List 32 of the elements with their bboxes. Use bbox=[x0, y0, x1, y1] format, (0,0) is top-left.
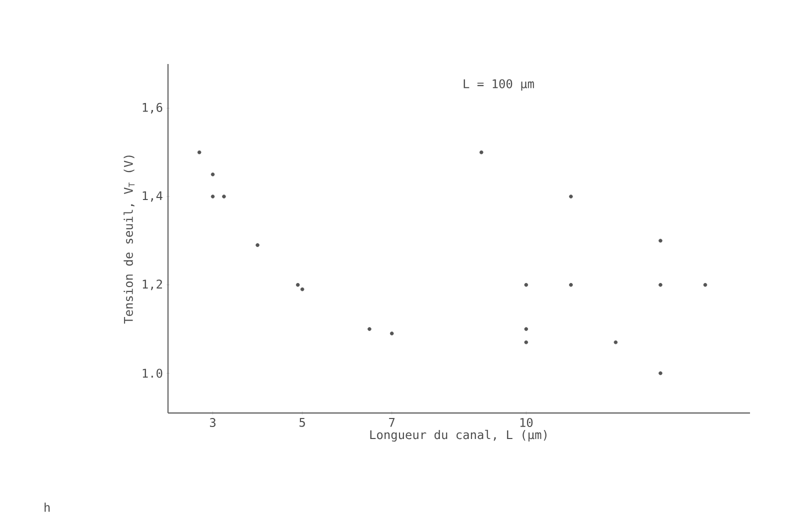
x-tick-label: 7 bbox=[389, 418, 395, 427]
text: Tension de seuil, V$_{T}$ (V) bbox=[124, 156, 135, 324]
point bbox=[524, 340, 528, 344]
point bbox=[222, 194, 226, 198]
point bbox=[296, 282, 300, 287]
point bbox=[480, 150, 484, 154]
point bbox=[524, 282, 528, 287]
point bbox=[210, 194, 215, 198]
annotation: L = 100 µm bbox=[464, 79, 534, 91]
point bbox=[300, 287, 304, 292]
point bbox=[658, 371, 662, 376]
y-tick-label: 1,4 bbox=[142, 191, 162, 202]
point bbox=[197, 150, 202, 154]
point bbox=[614, 340, 618, 344]
point bbox=[524, 327, 528, 331]
y-tick-label: 1,2 bbox=[142, 280, 162, 290]
x-tick-label: 5 bbox=[300, 418, 305, 427]
point bbox=[368, 327, 372, 331]
text: h bbox=[44, 502, 50, 512]
point bbox=[658, 282, 662, 287]
point bbox=[390, 332, 394, 336]
point bbox=[256, 243, 260, 248]
x-tick-label: 10 bbox=[520, 418, 533, 428]
point bbox=[569, 194, 573, 198]
point bbox=[210, 172, 215, 176]
point bbox=[703, 282, 708, 287]
y-tick-label: 1,6 bbox=[142, 102, 162, 114]
x-axis-title: Longueur du canal, L (µm) bbox=[370, 430, 546, 442]
point bbox=[569, 282, 573, 287]
point bbox=[658, 238, 662, 243]
x-tick-label: 3 bbox=[210, 418, 216, 428]
y-tick-label: 1.0 bbox=[142, 368, 162, 378]
